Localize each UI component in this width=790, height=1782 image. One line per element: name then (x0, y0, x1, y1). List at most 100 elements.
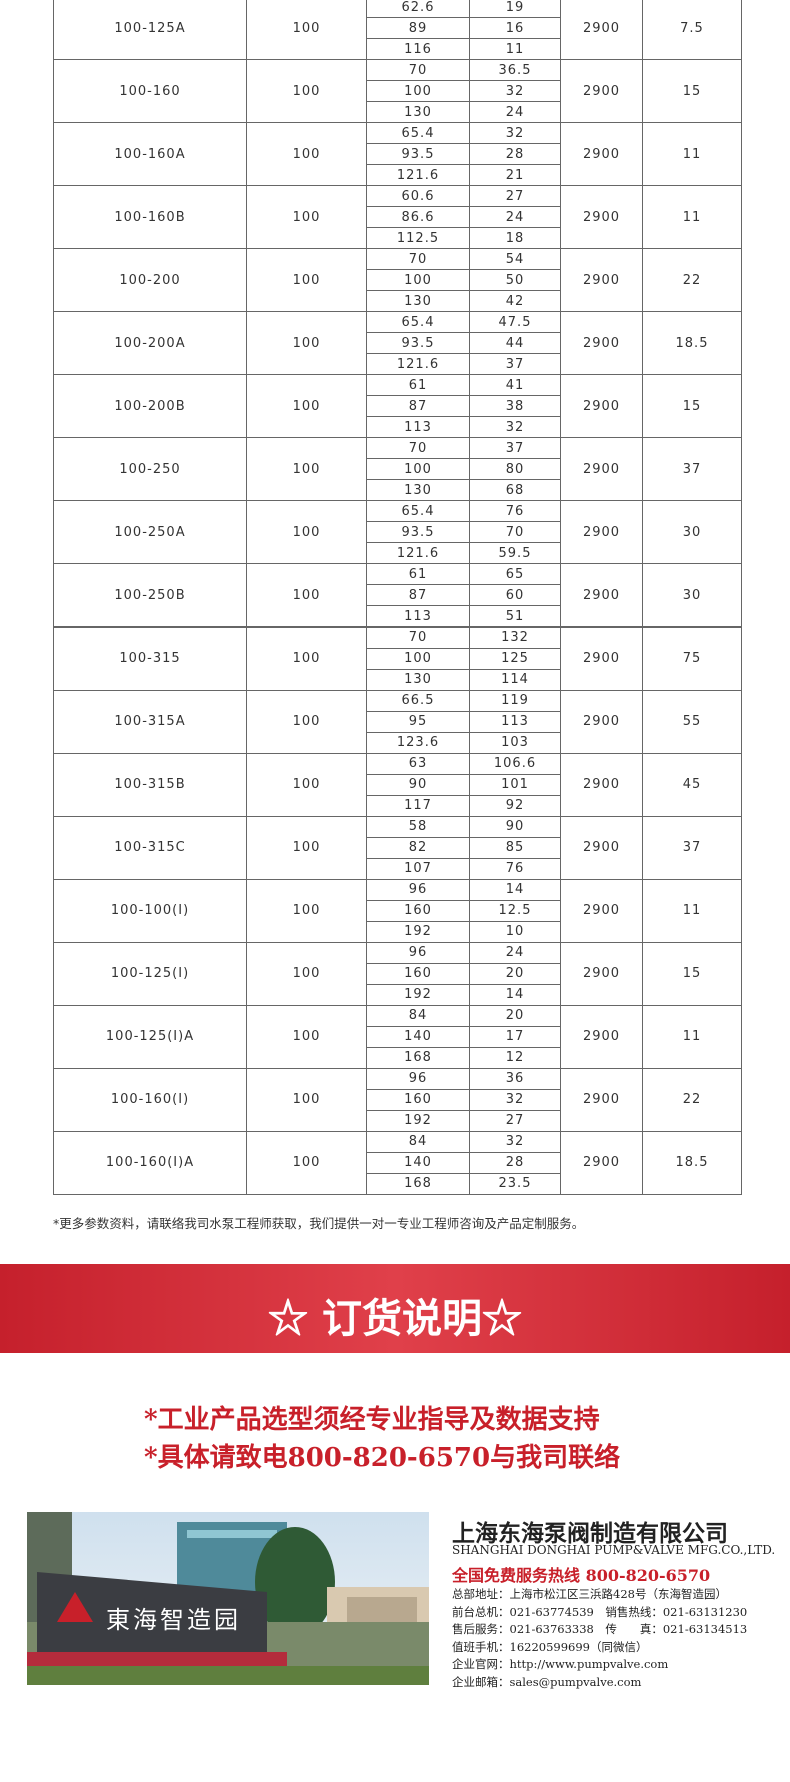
detail-line: 总部地址：上海市松江区三浜路428号（东海智造园） (452, 1587, 727, 1601)
order-line: *工业产品选型须经专业指导及数据支持 (144, 1405, 600, 1435)
power: 45 (642, 752, 742, 817)
power: 37 (642, 815, 742, 880)
head: 11 (469, 38, 561, 61)
flow: 65.4 (366, 311, 470, 334)
diameter: 100 (246, 248, 367, 313)
head: 51 (469, 605, 561, 628)
head: 90 (469, 815, 561, 838)
flow: 130 (366, 101, 470, 124)
speed: 2900 (560, 500, 643, 565)
power: 18.5 (642, 1130, 742, 1195)
speed: 2900 (560, 878, 643, 943)
banner-title: ☆ 订货说明☆ (268, 1295, 522, 1342)
flow: 65.4 (366, 500, 470, 523)
head: 70 (469, 521, 561, 544)
order-line: *具体请致电800-820-6570与我司联络 (144, 1443, 621, 1473)
head: 16 (469, 17, 561, 40)
power: 15 (642, 59, 742, 124)
model: 100-125(I) (53, 941, 247, 1006)
flow: 63 (366, 752, 470, 775)
flow: 70 (366, 248, 470, 271)
diameter: 100 (246, 1130, 367, 1195)
diameter: 100 (246, 437, 367, 502)
head: 60 (469, 584, 561, 607)
model: 100-315 (53, 626, 247, 691)
flow: 168 (366, 1046, 470, 1069)
flow: 95 (366, 710, 470, 733)
flow: 86.6 (366, 206, 470, 229)
company-photo (27, 1512, 429, 1685)
flow: 130 (366, 479, 470, 502)
head: 32 (469, 1130, 561, 1153)
head: 37 (469, 437, 561, 460)
speed: 2900 (560, 437, 643, 502)
head: 24 (469, 206, 561, 229)
flow: 100 (366, 458, 470, 481)
power: 11 (642, 122, 742, 187)
flow: 90 (366, 773, 470, 796)
head: 24 (469, 941, 561, 964)
head: 80 (469, 458, 561, 481)
model: 100-315C (53, 815, 247, 880)
diameter: 100 (246, 311, 367, 376)
model: 100-200A (53, 311, 247, 376)
head: 19 (469, 0, 561, 19)
speed: 2900 (560, 815, 643, 880)
power: 15 (642, 374, 742, 439)
flow: 117 (366, 794, 470, 817)
model: 100-315A (53, 689, 247, 754)
head: 14 (469, 983, 561, 1006)
flow: 58 (366, 815, 470, 838)
head: 20 (469, 962, 561, 985)
flow: 192 (366, 1109, 470, 1132)
head: 114 (469, 668, 561, 691)
flow: 65.4 (366, 122, 470, 145)
head: 32 (469, 416, 561, 439)
flow: 140 (366, 1025, 470, 1048)
flow: 160 (366, 899, 470, 922)
power: 30 (642, 563, 742, 628)
diameter: 100 (246, 1004, 367, 1069)
diameter: 100 (246, 941, 367, 1006)
head: 36.5 (469, 59, 561, 82)
head: 37 (469, 353, 561, 376)
flow: 93.5 (366, 143, 470, 166)
flow: 61 (366, 563, 470, 586)
flow: 87 (366, 395, 470, 418)
head: 76 (469, 857, 561, 880)
diameter: 100 (246, 0, 367, 61)
flow: 84 (366, 1004, 470, 1027)
detail-line: 企业官网：http://www.pumpvalve.com (452, 1657, 669, 1671)
speed: 2900 (560, 0, 643, 61)
head: 17 (469, 1025, 561, 1048)
flow: 61 (366, 374, 470, 397)
head: 103 (469, 731, 561, 754)
head: 38 (469, 395, 561, 418)
speed: 2900 (560, 1130, 643, 1195)
power: 11 (642, 878, 742, 943)
head: 85 (469, 836, 561, 859)
power: 75 (642, 626, 742, 691)
head: 32 (469, 1088, 561, 1111)
model: 100-315B (53, 752, 247, 817)
flow: 70 (366, 59, 470, 82)
speed: 2900 (560, 122, 643, 187)
head: 44 (469, 332, 561, 355)
head: 28 (469, 143, 561, 166)
model: 100-160 (53, 59, 247, 124)
head: 23.5 (469, 1172, 561, 1195)
flow: 192 (366, 920, 470, 943)
flow: 160 (366, 1088, 470, 1111)
diameter: 100 (246, 563, 367, 628)
head: 21 (469, 164, 561, 187)
detail-line: 前台总机：021-63774539 销售热线：021-63131230 (452, 1604, 748, 1619)
flow: 84 (366, 1130, 470, 1153)
flow: 140 (366, 1151, 470, 1174)
flow: 121.6 (366, 164, 470, 187)
note: *更多参数资料，请联络我司水泵工程师获取，我们提供一对一专业工程师咨询及产品定制… (53, 1216, 585, 1231)
head: 132 (469, 626, 561, 649)
speed: 2900 (560, 1067, 643, 1132)
flow: 160 (366, 962, 470, 985)
model: 100-200B (53, 374, 247, 439)
